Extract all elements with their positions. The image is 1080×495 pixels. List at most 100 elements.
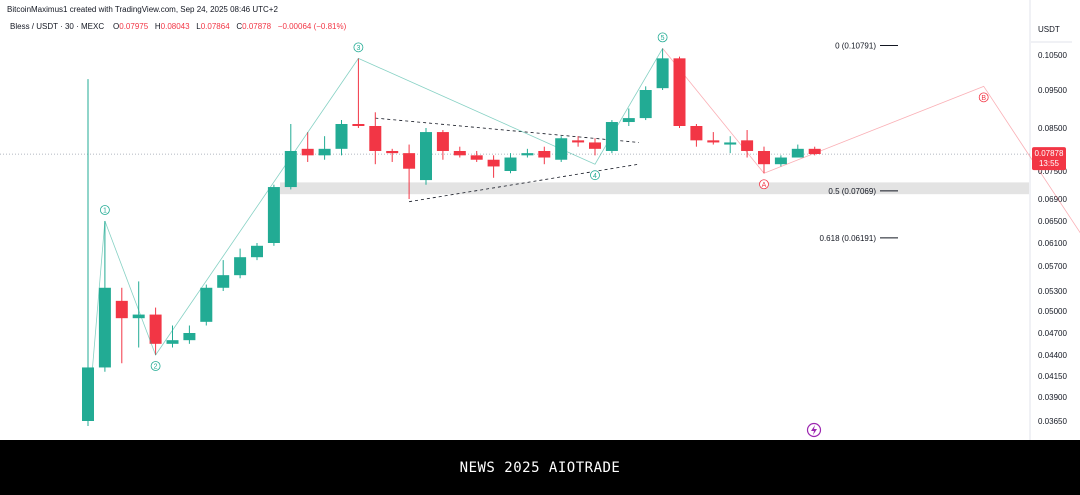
price-tick-label: 0.04150 [1038, 372, 1067, 381]
candle-body [521, 153, 534, 156]
candle [234, 248, 247, 279]
news-banner: NEWS 2025 AIOTRADE [0, 440, 1080, 495]
candle [318, 136, 331, 160]
candle [690, 124, 703, 147]
candle [369, 112, 382, 165]
candle [656, 48, 669, 90]
candle [589, 138, 601, 156]
candle [403, 144, 416, 199]
wave-label-circle [100, 205, 110, 215]
wave-label-text: 4 [593, 173, 597, 180]
candlestick-chart[interactable]: USDT 0.10500 0.09500 0.08500 0.07500 0.06900 0… [0, 0, 1080, 440]
candle [538, 146, 551, 165]
candle-body [420, 132, 432, 181]
price-tick-label: 0.07500 [1038, 167, 1067, 176]
correction-wave-label: B [978, 92, 989, 103]
candle-body [470, 155, 483, 160]
high-label: H [154, 22, 161, 31]
candle-body [98, 287, 111, 368]
wave-label-circle [353, 42, 364, 53]
support-zone [280, 182, 1029, 195]
candle-body [200, 287, 213, 322]
candle [98, 221, 111, 372]
wave-label-text: 2 [154, 364, 158, 371]
candle-body [386, 150, 399, 154]
candle-body [284, 150, 297, 188]
candle-body [538, 150, 551, 158]
candle [774, 155, 787, 167]
candle-body [774, 157, 787, 165]
countdown-label: 13:55 [1039, 159, 1060, 168]
candle [352, 58, 365, 128]
wave-label-circle [978, 92, 989, 103]
chart-area[interactable]: USDT 0.10500 0.09500 0.08500 0.07500 0.06900 0… [0, 0, 1080, 440]
candle-body [724, 142, 737, 145]
price-tick-label: 0.03900 [1038, 393, 1067, 402]
banner-text: NEWS 2025 AIOTRADE [459, 459, 621, 476]
fib-level-label: 0.5 (0.07069) [828, 187, 876, 196]
candle [132, 281, 145, 348]
candle [335, 120, 348, 156]
candle [183, 325, 196, 344]
candle [741, 130, 754, 158]
candle-body [132, 314, 145, 319]
close-label: C [236, 22, 243, 31]
wave-label-text: A [762, 182, 767, 189]
impulse-wave-path [87, 48, 663, 422]
candle-body [572, 140, 585, 143]
candle [639, 86, 652, 121]
candle [487, 155, 500, 178]
wave-label-circle [590, 170, 600, 181]
price-tick-label: 0.05300 [1038, 287, 1067, 296]
low-value: 0.07864 [200, 22, 230, 31]
price-tick-label: 0.06100 [1038, 239, 1067, 248]
price-tick-label: 0.06900 [1038, 195, 1067, 204]
candle [217, 260, 230, 291]
candle-body [808, 148, 821, 155]
impulse-wave-label: 3 [353, 42, 364, 53]
candle [420, 128, 432, 185]
triangle-upper-line [375, 117, 639, 143]
high-value: 0.08043 [160, 22, 190, 31]
candle [267, 184, 280, 246]
candle-body [791, 148, 804, 158]
candle [724, 136, 737, 154]
candle-body [741, 140, 754, 151]
triangle-lower-line [409, 163, 639, 203]
candle-body [234, 257, 247, 276]
lightning-icon[interactable] [806, 422, 822, 438]
candle-body [335, 124, 348, 149]
symbol-name[interactable]: Bless / USDT · 30 · MEXC [10, 22, 105, 31]
wave-label-circle [759, 179, 769, 190]
candle [115, 287, 128, 364]
price-tick-label: 0.08500 [1038, 124, 1067, 133]
wave-label-text: B [981, 95, 986, 102]
candle-body [589, 142, 601, 149]
candle-body [352, 124, 365, 126]
impulse-wave-label: 2 [150, 361, 161, 371]
candle [453, 146, 466, 158]
price-tick-label: 0.04700 [1038, 329, 1067, 338]
price-axis-currency: USDT [1038, 25, 1060, 34]
open-label: O [113, 22, 120, 31]
candle [521, 148, 534, 158]
change-value: −0.00064 (−0.81%) [277, 22, 347, 31]
impulse-wave-label: 1 [100, 205, 110, 215]
impulse-wave-label: 4 [590, 170, 600, 181]
candle [707, 132, 720, 145]
candle-body [115, 300, 128, 319]
wave-label-text: 3 [356, 45, 360, 52]
candle-body [673, 58, 686, 126]
wave-label-text: 1 [103, 208, 107, 215]
candle [470, 150, 483, 162]
correction-wave-label: A [759, 179, 769, 190]
candle-body [369, 125, 382, 151]
candle-body [453, 150, 466, 156]
price-tick-label: 0.03650 [1038, 417, 1067, 426]
low-label: L [196, 22, 201, 31]
close-value: 0.07878 [242, 22, 272, 31]
candle-body [403, 153, 416, 169]
candle-body [758, 150, 770, 165]
fib-level-label: 0 (0.10791) [835, 41, 876, 50]
